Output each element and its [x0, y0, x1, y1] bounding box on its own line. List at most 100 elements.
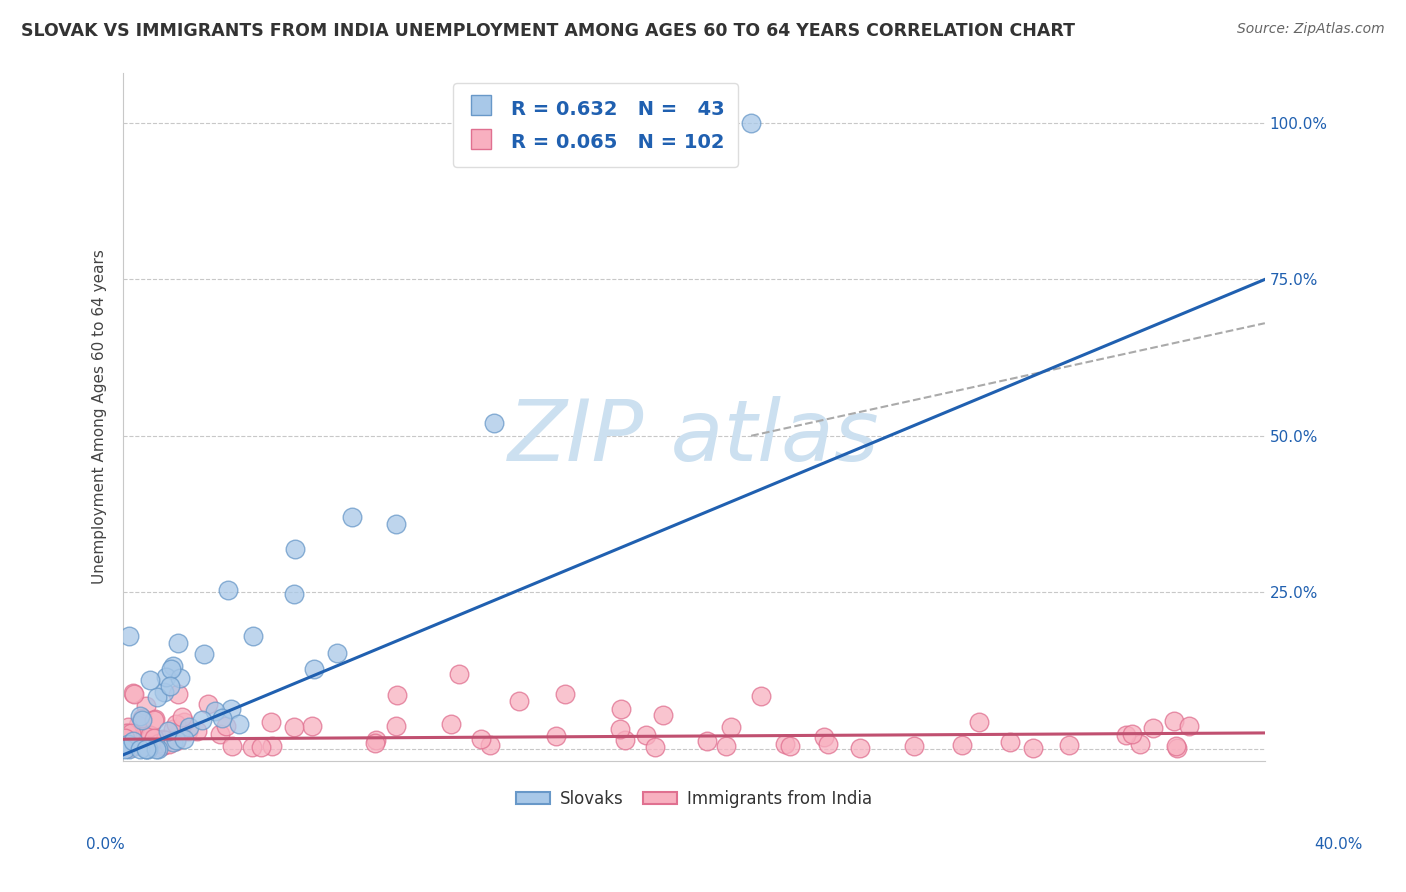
- Point: [135, 741, 157, 756]
- Point: [165, 734, 187, 748]
- Point: [470, 732, 492, 747]
- Point: [283, 587, 305, 601]
- Point: [128, 727, 150, 741]
- Point: [155, 670, 177, 684]
- Point: [340, 510, 363, 524]
- Text: SLOVAK VS IMMIGRANTS FROM INDIA UNEMPLOYMENT AMONG AGES 60 TO 64 YEARS CORRELATI: SLOVAK VS IMMIGRANTS FROM INDIA UNEMPLOY…: [21, 22, 1076, 40]
- Point: [177, 719, 200, 733]
- Point: [950, 739, 973, 753]
- Point: [128, 730, 150, 744]
- Point: [120, 734, 142, 748]
- Point: [696, 734, 718, 748]
- Point: [145, 741, 167, 756]
- Point: [249, 740, 271, 755]
- Point: [114, 733, 136, 747]
- Point: [155, 732, 177, 747]
- Point: [1121, 727, 1143, 741]
- Point: [1178, 718, 1201, 732]
- Point: [364, 733, 387, 747]
- Point: [135, 741, 157, 756]
- Point: [609, 722, 631, 736]
- Point: [172, 710, 194, 724]
- Point: [139, 739, 162, 753]
- Point: [1163, 714, 1185, 728]
- Point: [221, 739, 243, 753]
- Point: [1115, 728, 1137, 742]
- Point: [644, 739, 666, 754]
- Point: [478, 738, 501, 752]
- Point: [215, 719, 238, 733]
- Point: [204, 704, 226, 718]
- Point: [120, 726, 142, 740]
- Point: [149, 732, 172, 747]
- Point: [117, 720, 139, 734]
- Point: [162, 722, 184, 736]
- Point: [115, 731, 138, 746]
- Point: [139, 673, 162, 687]
- Text: ZIP atlas: ZIP atlas: [509, 396, 880, 479]
- Point: [114, 731, 136, 745]
- Point: [634, 728, 657, 742]
- Point: [969, 714, 991, 729]
- Point: [817, 737, 839, 751]
- Point: [546, 730, 568, 744]
- Point: [160, 662, 183, 676]
- Point: [146, 741, 169, 756]
- Point: [209, 726, 232, 740]
- Point: [157, 724, 180, 739]
- Point: [150, 739, 173, 754]
- Point: [177, 724, 200, 739]
- Point: [775, 737, 797, 751]
- Point: [652, 708, 675, 723]
- Text: 40.0%: 40.0%: [1315, 838, 1362, 852]
- Point: [136, 727, 159, 741]
- Point: [131, 711, 153, 725]
- Point: [135, 734, 157, 748]
- Point: [779, 739, 801, 753]
- Point: [173, 731, 195, 746]
- Point: [165, 717, 187, 731]
- Point: [262, 739, 284, 754]
- Point: [173, 715, 195, 730]
- Text: Source: ZipAtlas.com: Source: ZipAtlas.com: [1237, 22, 1385, 37]
- Point: [193, 647, 215, 661]
- Point: [813, 731, 835, 745]
- Point: [849, 740, 872, 755]
- Point: [384, 517, 406, 532]
- Point: [131, 714, 153, 728]
- Point: [1022, 741, 1045, 756]
- Point: [284, 541, 307, 556]
- Point: [447, 666, 470, 681]
- Point: [152, 731, 174, 746]
- Point: [1166, 741, 1188, 756]
- Text: 0.0%: 0.0%: [86, 838, 125, 852]
- Point: [153, 685, 176, 699]
- Point: [614, 732, 637, 747]
- Point: [221, 702, 243, 716]
- Point: [1164, 739, 1187, 753]
- Point: [114, 734, 136, 748]
- Point: [141, 729, 163, 743]
- Point: [122, 734, 145, 748]
- Legend: Slovaks, Immigrants from India: Slovaks, Immigrants from India: [509, 783, 879, 814]
- Point: [440, 716, 463, 731]
- Point: [142, 713, 165, 727]
- Point: [118, 741, 141, 756]
- Point: [165, 732, 187, 747]
- Point: [385, 718, 408, 732]
- Point: [115, 726, 138, 740]
- Point: [720, 720, 742, 734]
- Point: [124, 739, 146, 754]
- Point: [128, 741, 150, 756]
- Point: [260, 714, 283, 729]
- Point: [217, 582, 239, 597]
- Point: [148, 736, 170, 750]
- Point: [998, 735, 1021, 749]
- Point: [117, 726, 139, 740]
- Point: [508, 694, 530, 708]
- Point: [364, 736, 387, 750]
- Point: [139, 728, 162, 742]
- Point: [162, 659, 184, 673]
- Point: [191, 713, 214, 727]
- Point: [131, 723, 153, 738]
